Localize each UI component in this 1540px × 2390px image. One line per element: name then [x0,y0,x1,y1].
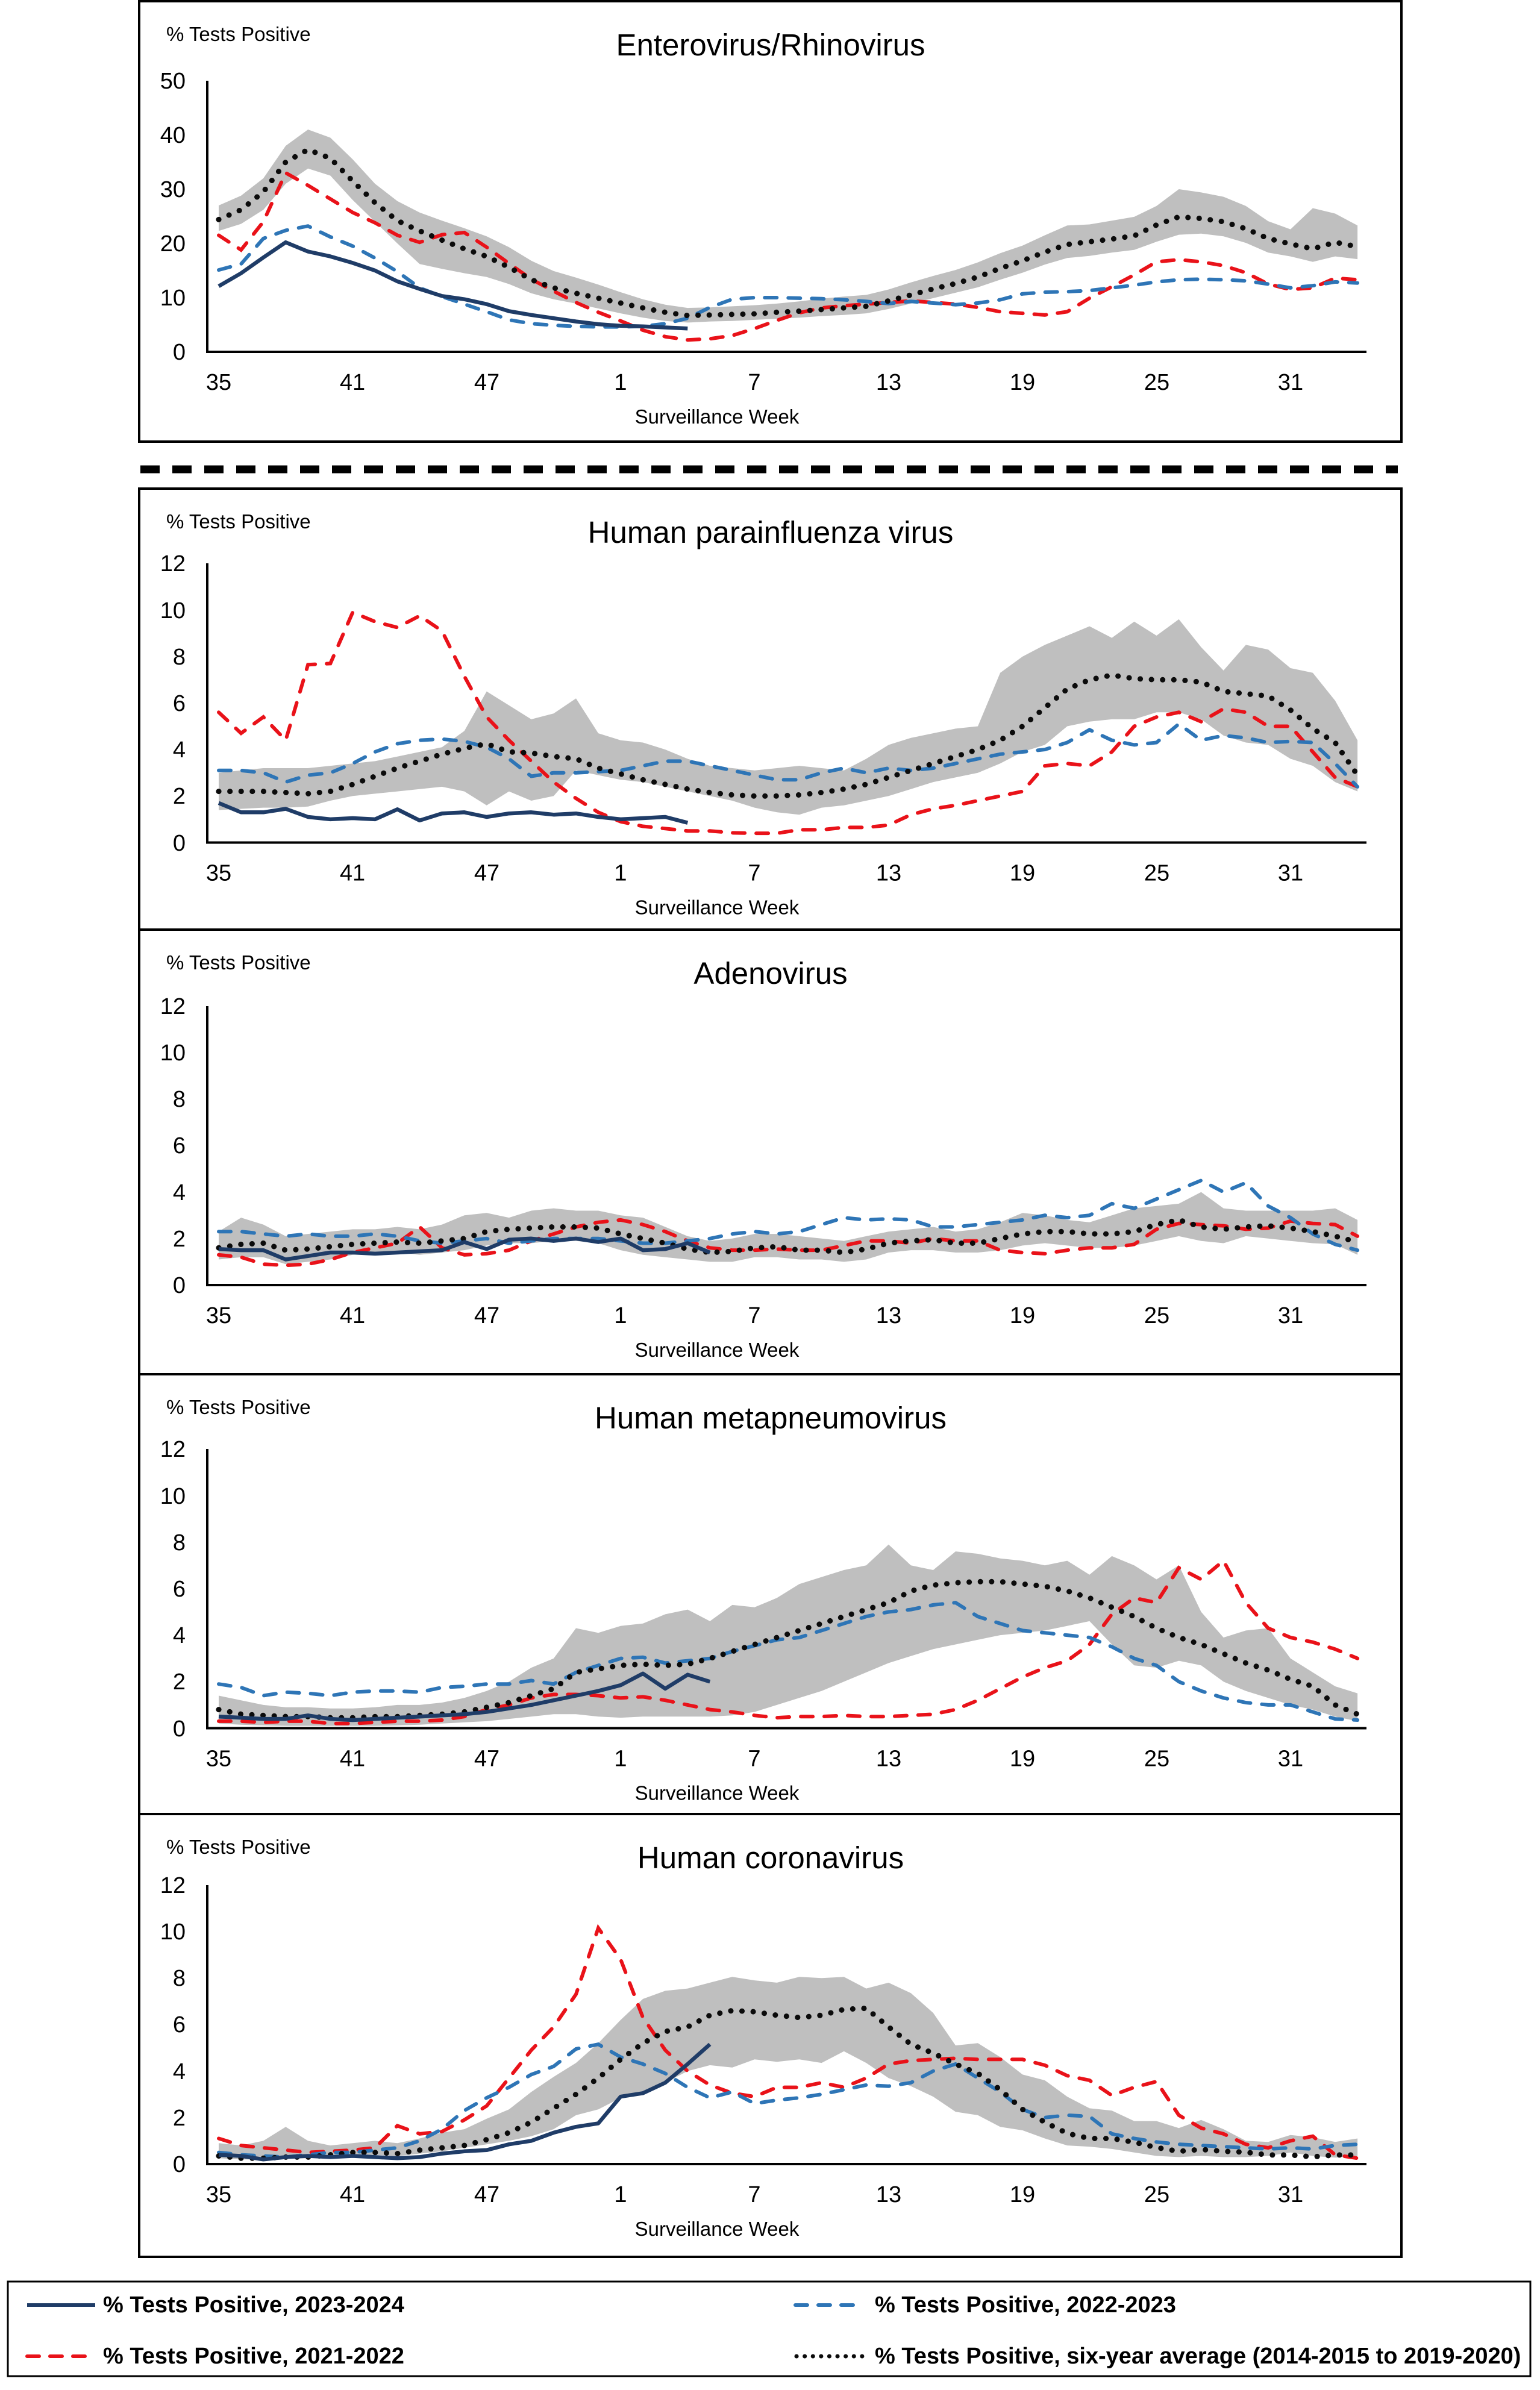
svg-text:6: 6 [173,691,186,716]
svg-text:6: 6 [173,1133,186,1159]
svg-text:% Tests Positive: % Tests Positive [166,510,311,533]
svg-text:Surveillance Week: Surveillance Week [635,405,800,428]
svg-text:0: 0 [173,1716,186,1742]
svg-text:31: 31 [1278,1303,1303,1328]
svg-text:41: 41 [340,1303,365,1328]
svg-text:1: 1 [614,861,627,886]
svg-text:50: 50 [160,69,186,94]
svg-text:31: 31 [1278,370,1303,395]
svg-text:8: 8 [173,1530,186,1556]
svg-text:13: 13 [876,2182,901,2207]
svg-text:35: 35 [206,2182,231,2207]
svg-text:6: 6 [173,2012,186,2038]
svg-text:% Tests Positive, 2023-2024: % Tests Positive, 2023-2024 [103,2292,404,2318]
svg-text:0: 0 [173,340,186,365]
svg-text:% Tests Positive: % Tests Positive [166,951,311,974]
svg-text:1: 1 [614,1303,627,1328]
svg-text:20: 20 [160,231,186,257]
svg-text:13: 13 [876,1747,901,1772]
svg-text:12: 12 [160,1873,186,1898]
svg-text:41: 41 [340,370,365,395]
svg-text:19: 19 [1010,1303,1035,1328]
svg-text:25: 25 [1144,861,1169,886]
svg-text:35: 35 [206,1747,231,1772]
svg-text:Enterovirus/Rhinovirus: Enterovirus/Rhinovirus [616,28,925,62]
svg-text:1: 1 [614,2182,627,2207]
svg-text:47: 47 [474,1747,499,1772]
svg-text:4: 4 [173,1623,186,1648]
svg-text:4: 4 [173,2059,186,2085]
svg-text:2: 2 [173,2106,186,2131]
svg-text:7: 7 [748,1303,760,1328]
svg-text:35: 35 [206,370,231,395]
svg-text:10: 10 [160,598,186,624]
svg-text:% Tests Positive, 2022-2023: % Tests Positive, 2022-2023 [875,2292,1176,2318]
svg-text:Surveillance Week: Surveillance Week [635,1339,800,1361]
svg-text:35: 35 [206,1303,231,1328]
svg-text:4: 4 [173,1180,186,1206]
svg-text:41: 41 [340,2182,365,2207]
svg-text:Adenovirus: Adenovirus [693,956,847,990]
svg-text:% Tests Positive, 2021-2022: % Tests Positive, 2021-2022 [103,2344,404,2369]
svg-text:0: 0 [173,2152,186,2177]
svg-text:40: 40 [160,123,186,148]
svg-text:1: 1 [614,370,627,395]
svg-text:13: 13 [876,861,901,886]
svg-text:25: 25 [1144,1303,1169,1328]
svg-text:6: 6 [173,1577,186,1602]
svg-text:10: 10 [160,1919,186,1945]
svg-text:% Tests Positive: % Tests Positive [166,23,311,45]
svg-text:% Tests Positive, six-year ave: % Tests Positive, six-year average (2014… [875,2344,1521,2369]
svg-text:8: 8 [173,1966,186,1991]
svg-text:10: 10 [160,286,186,311]
svg-text:Human metapneumovirus: Human metapneumovirus [595,1401,947,1435]
svg-text:12: 12 [160,994,186,1019]
svg-text:10: 10 [160,1040,186,1066]
svg-text:Human parainfluenza virus: Human parainfluenza virus [588,515,954,549]
svg-text:13: 13 [876,370,901,395]
svg-text:47: 47 [474,370,499,395]
svg-text:Human coronavirus: Human coronavirus [637,1841,904,1875]
svg-text:Surveillance Week: Surveillance Week [635,2218,800,2240]
svg-text:19: 19 [1010,370,1035,395]
svg-text:41: 41 [340,861,365,886]
svg-text:31: 31 [1278,1747,1303,1772]
svg-text:35: 35 [206,861,231,886]
svg-text:Surveillance Week: Surveillance Week [635,896,800,919]
svg-text:41: 41 [340,1747,365,1772]
svg-text:1: 1 [614,1747,627,1772]
svg-text:% Tests Positive: % Tests Positive [166,1836,311,1858]
svg-text:Surveillance Week: Surveillance Week [635,1782,800,1804]
svg-text:47: 47 [474,1303,499,1328]
svg-text:19: 19 [1010,861,1035,886]
svg-text:% Tests Positive: % Tests Positive [166,1396,311,1418]
svg-text:12: 12 [160,551,186,577]
svg-text:7: 7 [748,1747,760,1772]
svg-text:0: 0 [173,831,186,856]
svg-text:19: 19 [1010,1747,1035,1772]
svg-text:8: 8 [173,645,186,670]
svg-text:10: 10 [160,1484,186,1509]
svg-text:31: 31 [1278,2182,1303,2207]
svg-text:47: 47 [474,2182,499,2207]
svg-text:25: 25 [1144,370,1169,395]
svg-text:7: 7 [748,861,760,886]
svg-text:25: 25 [1144,1747,1169,1772]
svg-text:2: 2 [173,1669,186,1695]
svg-text:7: 7 [748,370,760,395]
svg-text:8: 8 [173,1087,186,1112]
svg-text:30: 30 [160,177,186,202]
svg-text:31: 31 [1278,861,1303,886]
svg-text:7: 7 [748,2182,760,2207]
svg-text:12: 12 [160,1437,186,1462]
svg-text:2: 2 [173,784,186,809]
svg-text:4: 4 [173,737,186,763]
svg-text:47: 47 [474,861,499,886]
svg-text:0: 0 [173,1273,186,1298]
svg-text:2: 2 [173,1227,186,1252]
svg-text:25: 25 [1144,2182,1169,2207]
svg-text:19: 19 [1010,2182,1035,2207]
svg-text:13: 13 [876,1303,901,1328]
